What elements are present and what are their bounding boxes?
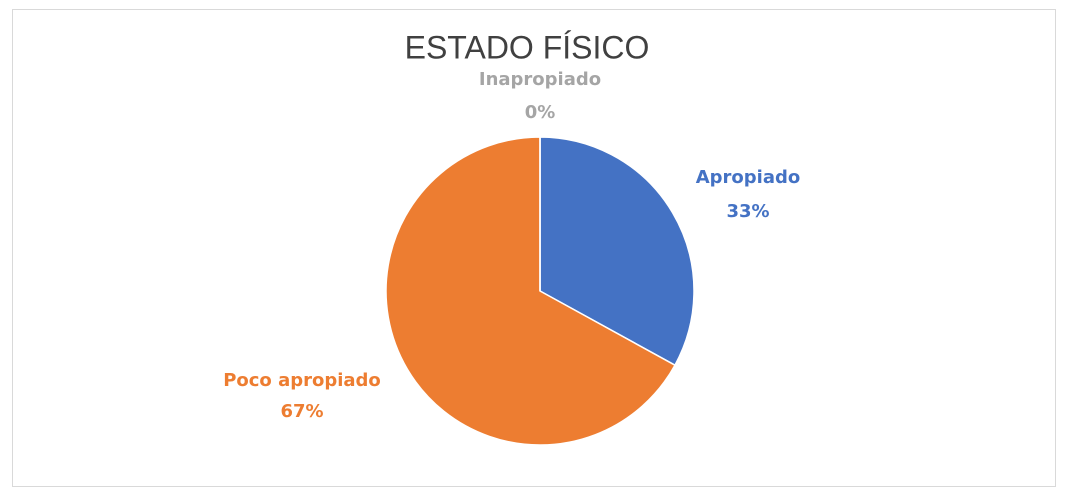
pie-slice (385, 136, 676, 446)
chart-title: ESTADO FÍSICO (405, 29, 650, 65)
data-label-name: Apropiado (696, 167, 801, 188)
data-label-value: 67% (280, 401, 323, 422)
data-label-value: 33% (726, 201, 769, 222)
data-label-value: 0% (525, 102, 556, 123)
data-label-name: Inapropiado (479, 69, 601, 90)
pie-slice (539, 136, 695, 367)
data-label-name: Poco apropiado (223, 370, 381, 391)
